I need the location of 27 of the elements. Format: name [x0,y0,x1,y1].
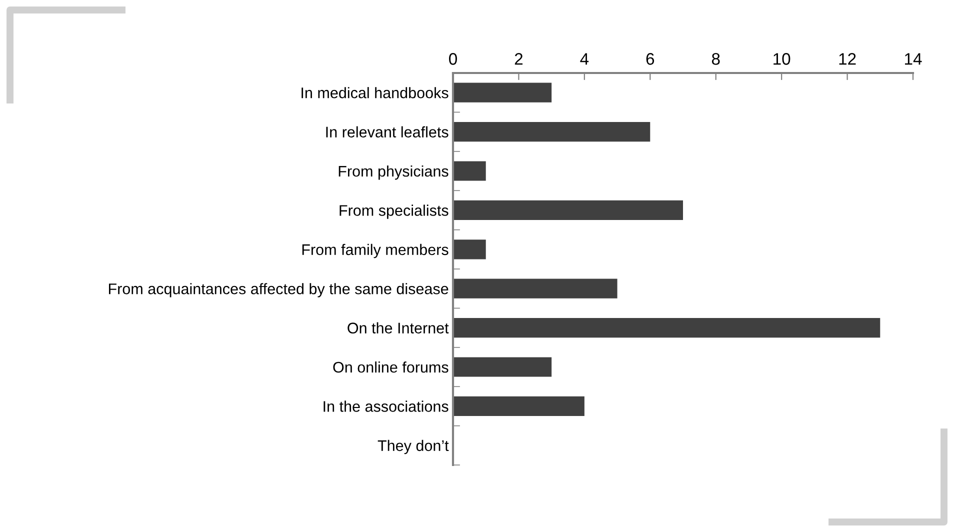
x-tick-label: 4 [580,53,589,65]
x-tick-label: 2 [514,53,523,65]
bar [453,122,650,142]
y-tick-label: From acquaintances affected by the same disease [108,283,448,298]
y-tick-label: On the Internet [348,322,449,334]
y-tick-label: From specialists [340,204,448,219]
y-tick-label: From family members [302,244,448,258]
bar [453,278,618,298]
y-tick-label: In relevant leaflets [326,126,448,138]
bar [453,240,486,260]
bar [453,82,552,102]
y-tick-label: In medical handbooks [302,87,448,98]
bar [453,200,683,220]
x-tick-label: 0 [449,53,457,65]
x-tick-label: 8 [712,53,720,65]
bar [453,357,552,377]
x-tick-label: 10 [774,53,790,65]
y-tick-label: On online forums [333,361,448,373]
y-tick-label: In the associations [324,400,448,412]
x-tick-label: 12 [839,53,856,65]
x-tick-label: 6 [646,53,654,65]
y-tick-label: They don’t [378,440,449,454]
bar [453,161,486,181]
bar [453,318,880,338]
x-tick-label: 14 [905,53,922,65]
bar [453,396,584,416]
y-tick-label: From physicians [338,165,448,180]
